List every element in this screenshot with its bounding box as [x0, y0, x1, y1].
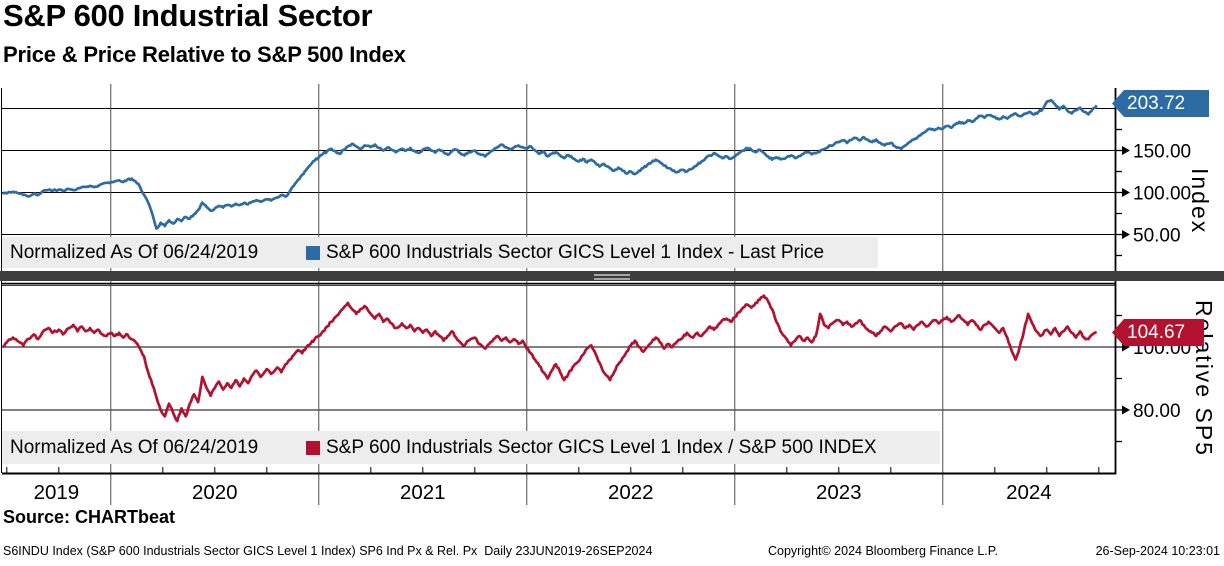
legend-top-panel[interactable]: Normalized As Of 06/24/2019 S&P 600 Indu…	[2, 237, 878, 268]
svg-text:50.00: 50.00	[1133, 226, 1181, 247]
svg-text:150.00: 150.00	[1133, 142, 1191, 163]
svg-text:2019: 2019	[34, 481, 80, 504]
legend-normalized-label: Normalized As Of 06/24/2019	[10, 436, 259, 458]
panel-separator	[0, 271, 1224, 281]
footer-timestamp: 26-Sep-2024 10:23:01	[1095, 544, 1220, 558]
legend-series-name: S&P 600 Industrials Sector GICS Level 1 …	[326, 436, 877, 458]
page-subtitle: Price & Price Relative to S&P 500 Index	[3, 42, 406, 67]
page-title: S&P 600 Industrial Sector	[3, 0, 373, 33]
source-line: Source: CHARTbeat	[3, 507, 176, 527]
red-series-swatch-icon	[306, 440, 320, 455]
y-axis-title-index: Index	[1187, 168, 1213, 235]
separator-drag-handle-icon[interactable]	[594, 274, 630, 276]
footer-copyright: Copyright© 2024 Bloomberg Finance L.P.	[768, 544, 998, 558]
svg-text:2022: 2022	[608, 481, 654, 504]
svg-text:2020: 2020	[192, 481, 238, 504]
svg-text:2021: 2021	[400, 481, 446, 504]
footer-description: S6INDU Index (S&P 600 Industrials Sector…	[3, 544, 653, 558]
svg-text:2023: 2023	[816, 481, 862, 504]
legend-bottom-panel[interactable]: Normalized As Of 06/24/2019 S&P 600 Indu…	[2, 431, 940, 464]
svg-text:100.00: 100.00	[1133, 184, 1191, 205]
last-price-badge: 203.72	[1112, 90, 1209, 117]
svg-text:2024: 2024	[1006, 481, 1052, 504]
last-relative-badge: 104.67	[1112, 319, 1204, 346]
svg-text:80.00: 80.00	[1133, 401, 1181, 422]
legend-normalized-label: Normalized As Of 06/24/2019	[10, 241, 259, 263]
blue-series-swatch-icon	[306, 245, 320, 260]
legend-series-name: S&P 600 Industrials Sector GICS Level 1 …	[326, 241, 825, 263]
